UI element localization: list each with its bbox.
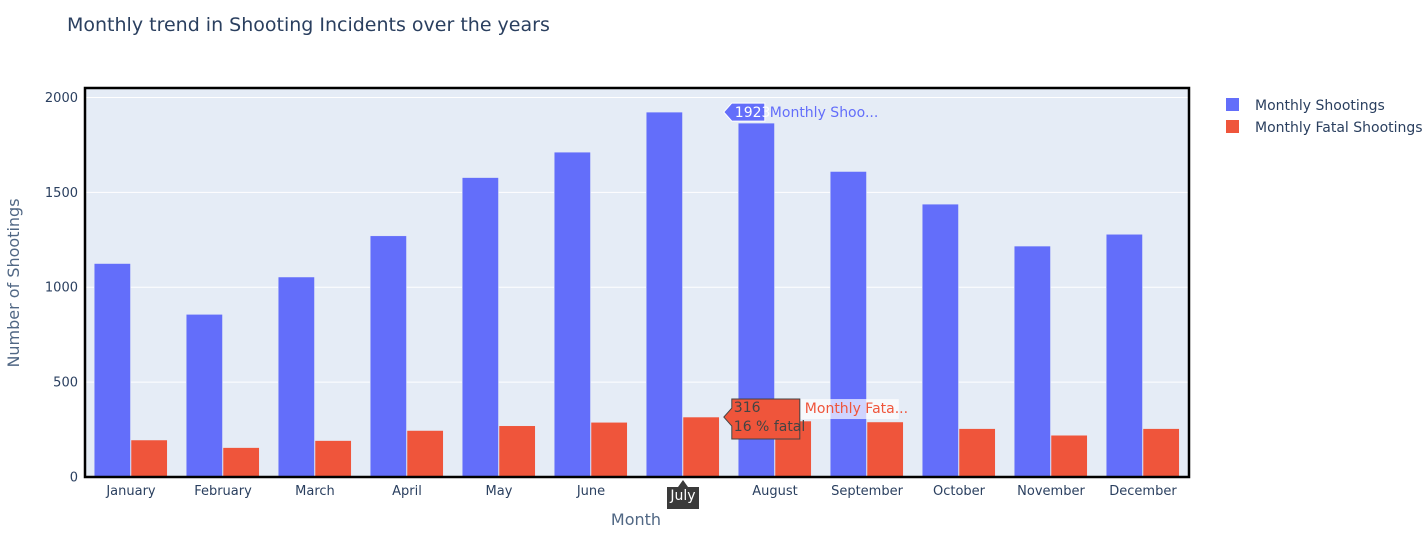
bar-fatal-april[interactable] [406, 430, 444, 478]
bar-fatal-march[interactable] [314, 440, 352, 478]
bar-fatal-september[interactable] [866, 421, 904, 478]
hover-fatal-value: 316 [734, 400, 761, 416]
legend-swatch[interactable] [1226, 120, 1239, 133]
x-tick-label: October [933, 484, 986, 499]
bar-shootings-december[interactable] [1105, 234, 1143, 478]
y-axis-title: Number of Shootings [4, 198, 23, 367]
bar-fatal-may[interactable] [498, 425, 536, 478]
hover-shootings-value: 1923 [735, 105, 771, 121]
bar-shootings-april[interactable] [369, 235, 407, 478]
legend-label[interactable]: Monthly Shootings [1255, 98, 1385, 114]
hover-tooltips: July 1923 Monthly Shoo... 316 16 % fatalMont… [667, 102, 908, 509]
plot-frame [83, 86, 1191, 479]
bar-shootings-february[interactable] [185, 314, 223, 478]
y-axis-ticks: 0 500 1000 1500 2000 [45, 91, 78, 486]
legend-label[interactable]: Monthly Fatal Shootings [1255, 120, 1423, 136]
x-tick-label: March [295, 484, 335, 499]
legend-swatch[interactable] [1226, 98, 1239, 111]
x-tick-label: September [831, 484, 904, 499]
x-tick-label: February [194, 484, 252, 499]
bar-shootings-march[interactable] [277, 276, 315, 478]
gridlines [85, 96, 1189, 383]
bar-shootings-january[interactable] [93, 263, 131, 478]
x-axis-ticks: January February March April May June August Se… [105, 484, 1177, 499]
bar-shootings-october[interactable] [921, 203, 959, 478]
hover-fatal-series: Monthly Fata... [805, 401, 908, 417]
bar-fatal-january[interactable] [130, 439, 168, 478]
hover-x-label-box [667, 480, 699, 509]
bar-fatal-october[interactable] [958, 428, 996, 478]
chart-title: Monthly trend in Shooting Incidents over… [67, 14, 550, 36]
bar-fatal-june[interactable] [590, 422, 628, 478]
bar-shootings-june[interactable] [553, 151, 591, 478]
x-tick-label: April [392, 484, 422, 499]
bar-fatal-december[interactable] [1142, 428, 1180, 478]
plot-area [85, 88, 1189, 477]
bar-shootings-november[interactable] [1013, 245, 1051, 478]
x-tick-label: August [752, 484, 798, 499]
y-tick-label: 500 [53, 376, 78, 391]
bar-fatal-february[interactable] [222, 447, 260, 478]
y-tick-label: 0 [70, 471, 78, 486]
x-tick-label: December [1109, 484, 1177, 499]
hover-fatal-box [723, 398, 801, 440]
bars[interactable] [93, 111, 1180, 478]
hover-fatal-pct: 16 % fatal [734, 419, 805, 435]
bar-fatal-november[interactable] [1050, 435, 1088, 478]
x-tick-label: June [576, 484, 605, 499]
hover-x-label: July [669, 488, 695, 504]
hover-shootings-series: Monthly Shoo... [770, 105, 879, 121]
y-tick-label: 2000 [45, 91, 78, 106]
y-tick-label: 1500 [45, 186, 78, 201]
legend[interactable]: Monthly Shootings Monthly Fatal Shootings [1226, 98, 1423, 136]
bar-shootings-september[interactable] [829, 171, 867, 478]
x-axis-title: Month [611, 510, 661, 529]
x-tick-label: May [486, 484, 513, 499]
bar-shootings-may[interactable] [461, 177, 499, 478]
hover-shootings-box [723, 102, 766, 122]
x-tick-label: January [105, 484, 156, 499]
bar-fatal-july[interactable] [682, 416, 720, 478]
y-tick-label: 1000 [45, 281, 78, 296]
hover-fatal-series-bg [800, 399, 899, 420]
x-tick-label: November [1017, 484, 1085, 499]
bar-shootings-july[interactable] [645, 111, 683, 478]
